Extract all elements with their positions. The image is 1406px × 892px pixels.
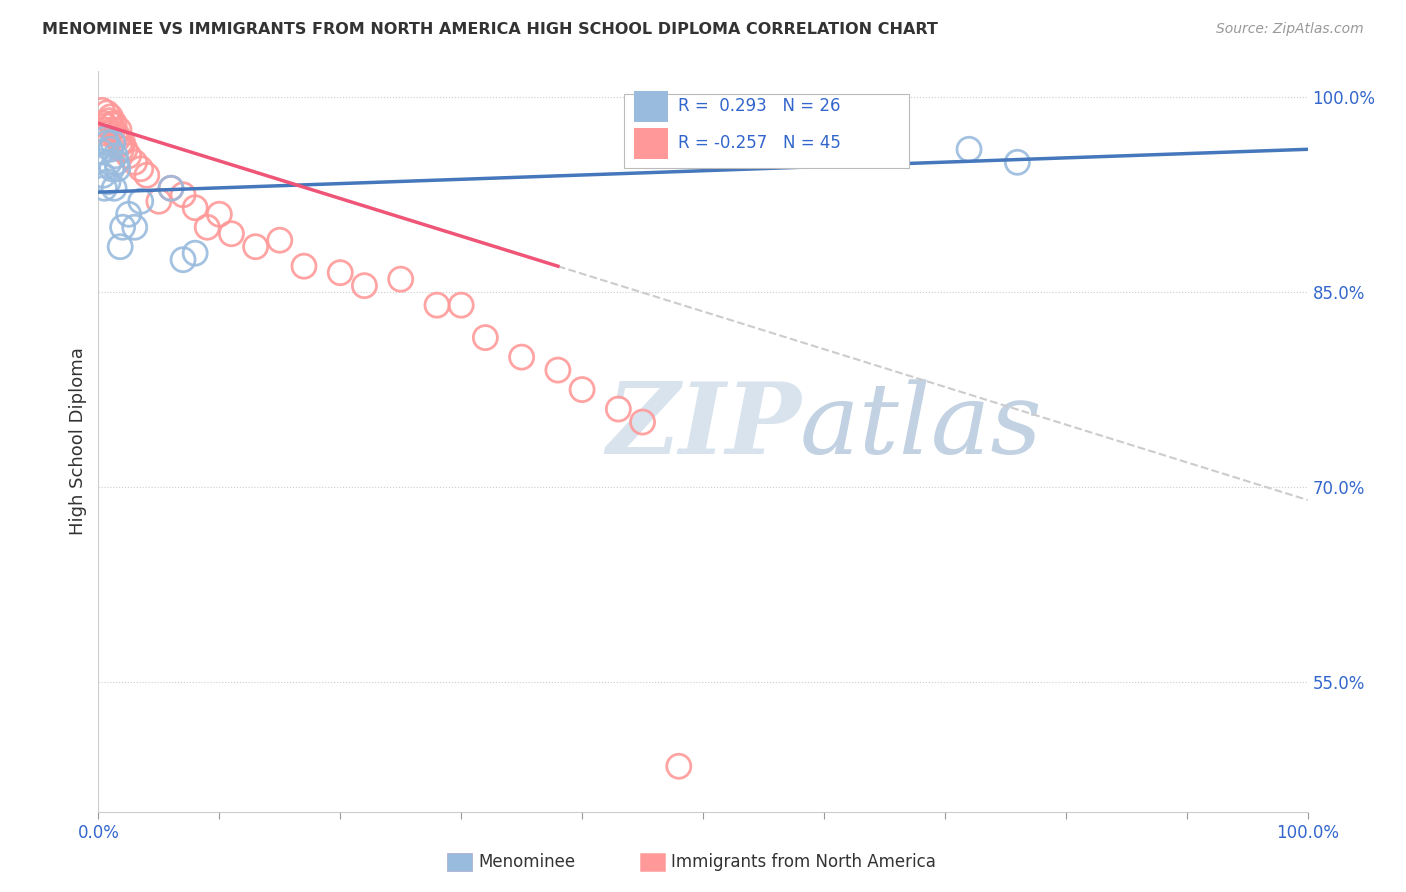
Text: Immigrants from North America: Immigrants from North America — [671, 853, 935, 871]
Point — [101, 136, 124, 150]
Point — [195, 220, 218, 235]
Text: MENOMINEE VS IMMIGRANTS FROM NORTH AMERICA HIGH SCHOOL DIPLOMA CORRELATION CHART: MENOMINEE VS IMMIGRANTS FROM NORTH AMERI… — [42, 22, 938, 37]
Text: Source: ZipAtlas.com: Source: ZipAtlas.com — [1216, 22, 1364, 37]
Text: R = -0.257   N = 45: R = -0.257 N = 45 — [678, 134, 841, 153]
Point — [631, 415, 654, 429]
Point — [292, 259, 315, 273]
Point — [571, 383, 593, 397]
Point — [94, 119, 117, 133]
Y-axis label: High School Diploma: High School Diploma — [69, 348, 87, 535]
Point — [96, 106, 118, 120]
Point — [108, 136, 131, 150]
Point — [957, 142, 980, 156]
Point — [269, 233, 291, 247]
Point — [107, 161, 129, 176]
Point — [91, 168, 114, 182]
Point — [107, 132, 129, 146]
Point — [124, 220, 146, 235]
Point — [160, 181, 183, 195]
Point — [245, 240, 267, 254]
Point — [124, 155, 146, 169]
FancyBboxPatch shape — [634, 128, 668, 159]
Point — [103, 181, 125, 195]
Point — [148, 194, 170, 209]
Point — [91, 103, 114, 118]
Point — [184, 201, 207, 215]
Point — [103, 116, 125, 130]
Text: atlas: atlas — [800, 379, 1042, 475]
Point — [105, 155, 128, 169]
Point — [100, 118, 122, 132]
Point — [101, 123, 124, 137]
Point — [607, 402, 630, 417]
Point — [510, 350, 533, 364]
Point — [111, 136, 134, 150]
Point — [129, 161, 152, 176]
Point — [100, 142, 122, 156]
Point — [129, 194, 152, 209]
Point — [91, 145, 114, 159]
Point — [668, 759, 690, 773]
Point — [96, 136, 118, 150]
Point — [104, 149, 127, 163]
Point — [100, 161, 122, 176]
FancyBboxPatch shape — [624, 94, 908, 168]
Point — [108, 240, 131, 254]
Point — [426, 298, 449, 312]
Point — [94, 132, 117, 146]
Point — [91, 116, 114, 130]
Point — [98, 113, 121, 128]
Point — [118, 207, 141, 221]
Point — [97, 175, 120, 189]
Point — [837, 136, 859, 150]
FancyBboxPatch shape — [634, 91, 668, 121]
Point — [97, 127, 120, 141]
Point — [98, 155, 121, 169]
Text: ZIP: ZIP — [606, 378, 801, 475]
Point — [752, 123, 775, 137]
Point — [353, 278, 375, 293]
Point — [111, 220, 134, 235]
Point — [110, 142, 132, 156]
Point — [389, 272, 412, 286]
Point — [100, 110, 122, 124]
Text: R =  0.293   N = 26: R = 0.293 N = 26 — [678, 97, 841, 115]
Point — [160, 181, 183, 195]
Point — [105, 127, 128, 141]
Point — [93, 181, 115, 195]
Point — [221, 227, 243, 241]
Point — [184, 246, 207, 260]
Point — [474, 331, 496, 345]
Point — [135, 168, 157, 182]
Text: Menominee: Menominee — [478, 853, 575, 871]
Point — [1007, 155, 1029, 169]
Point — [104, 129, 127, 144]
Point — [172, 252, 194, 267]
Point — [108, 123, 131, 137]
Point — [208, 207, 231, 221]
Point — [547, 363, 569, 377]
Point — [118, 149, 141, 163]
Point — [172, 187, 194, 202]
Point — [93, 123, 115, 137]
Point — [329, 266, 352, 280]
Point — [450, 298, 472, 312]
Point — [114, 142, 136, 156]
